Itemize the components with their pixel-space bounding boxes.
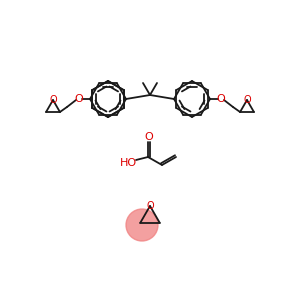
Circle shape bbox=[126, 209, 158, 241]
Text: O: O bbox=[217, 94, 225, 104]
Text: HO: HO bbox=[119, 158, 136, 168]
Text: O: O bbox=[243, 95, 251, 105]
Text: O: O bbox=[146, 201, 154, 211]
Text: O: O bbox=[75, 94, 83, 104]
Text: O: O bbox=[49, 95, 57, 105]
Text: O: O bbox=[145, 132, 153, 142]
